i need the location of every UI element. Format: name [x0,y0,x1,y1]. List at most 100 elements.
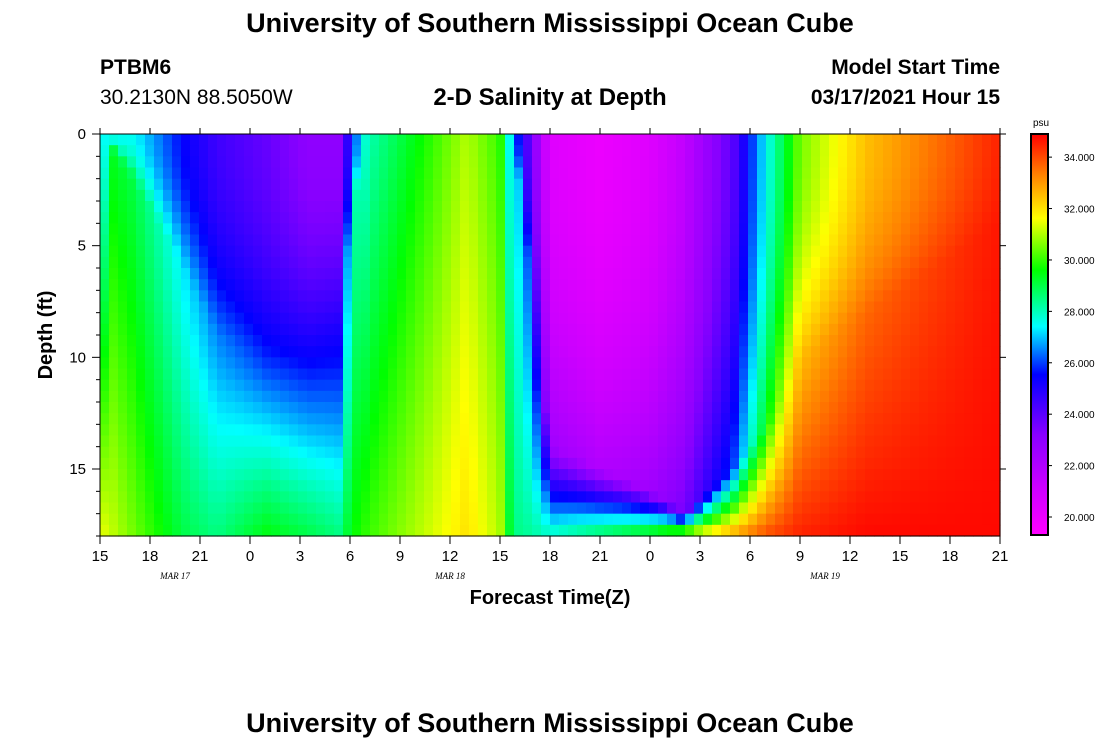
heatmap-cell [226,156,236,169]
heatmap-cell [271,212,281,224]
heatmap-cell [658,379,668,392]
heatmap-cell [802,379,812,392]
heatmap-cell [379,424,389,437]
heatmap-cell [541,346,551,358]
heatmap-cell [919,245,929,258]
heatmap-cell [307,502,317,515]
heatmap-cell [496,480,506,492]
heatmap-cell [433,379,443,392]
heatmap-cell [883,134,893,146]
heatmap-cell [172,424,182,437]
heatmap-cell [730,469,740,481]
heatmap-cell [703,256,713,269]
heatmap-cell [847,268,857,280]
heatmap-cell [766,234,776,247]
heatmap-cell [676,390,686,403]
heatmap-cell [550,435,560,448]
heatmap-cell [739,379,749,392]
heatmap-cell [694,424,704,437]
heatmap-cell [163,201,173,213]
heatmap-cell [901,368,911,381]
heatmap-cell [640,357,650,370]
heatmap-cell [442,279,452,291]
heatmap-cell [523,323,533,336]
heatmap-cell [748,156,758,169]
heatmap-cell [298,379,308,392]
heatmap-cell [613,502,623,515]
heatmap-cell [100,513,110,526]
heatmap-cell [361,491,371,504]
heatmap-cell [298,357,308,370]
heatmap-cell [766,290,776,303]
heatmap-cell [100,134,110,146]
heatmap-cell [226,346,236,358]
heatmap-cell [100,290,110,303]
heatmap-cell [298,446,308,459]
heatmap-cell [487,301,497,314]
heatmap-cell [730,256,740,269]
heatmap-cell [793,513,803,526]
heatmap-cell [298,402,308,414]
heatmap-cell [541,513,551,526]
heatmap-cell [802,223,812,236]
heatmap-cell [379,335,389,347]
heatmap-cell [307,245,317,258]
heatmap-cell [370,201,380,213]
heatmap-cell [370,502,380,515]
heatmap-cell [361,223,371,236]
heatmap-cell [928,268,938,280]
heatmap-cell [721,279,731,291]
heatmap-cell [964,346,974,358]
heatmap-cell [334,346,344,358]
heatmap-cell [937,279,947,291]
heatmap-cell [424,480,434,492]
heatmap-cell [190,279,200,291]
heatmap-cell [280,189,290,202]
heatmap-cell [802,134,812,146]
heatmap-cell [343,301,353,314]
heatmap-cell [685,491,695,504]
heatmap-cell [829,457,839,470]
heatmap-cell [172,189,182,202]
heatmap-cell [343,346,353,358]
heatmap-cell [523,134,533,146]
heatmap-cell [244,513,254,526]
heatmap-cell [838,502,848,515]
heatmap-cell [532,435,542,448]
heatmap-cell [649,156,659,169]
heatmap-cell [424,245,434,258]
heatmap-cell [334,357,344,370]
heatmap-cell [685,167,695,180]
heatmap-cell [766,424,776,437]
heatmap-cell [424,312,434,325]
heatmap-cell [604,491,614,504]
heatmap-cell [865,346,875,358]
heatmap-cell [235,435,245,448]
heatmap-cell [244,212,254,224]
heatmap-cell [982,178,992,191]
heatmap-cell [901,279,911,291]
heatmap-cell [370,223,380,236]
heatmap-cell [469,502,479,515]
heatmap-cell [289,379,299,392]
heatmap-cell [973,245,983,258]
heatmap-cell [316,201,326,213]
heatmap-cell [766,279,776,291]
heatmap-cell [433,357,443,370]
heatmap-cell [523,156,533,169]
heatmap-cell [307,145,317,157]
heatmap-cell [928,469,938,481]
heatmap-cell [469,312,479,325]
heatmap-cell [694,312,704,325]
heatmap-cell [109,323,119,336]
heatmap-cell [325,368,335,381]
heatmap-cell [433,290,443,303]
heatmap-cell [226,279,236,291]
heatmap-cell [874,145,884,157]
heatmap-cell [235,368,245,381]
heatmap-cell [757,469,767,481]
heatmap-cell [847,335,857,347]
heatmap-cell [955,335,965,347]
heatmap-cell [712,178,722,191]
